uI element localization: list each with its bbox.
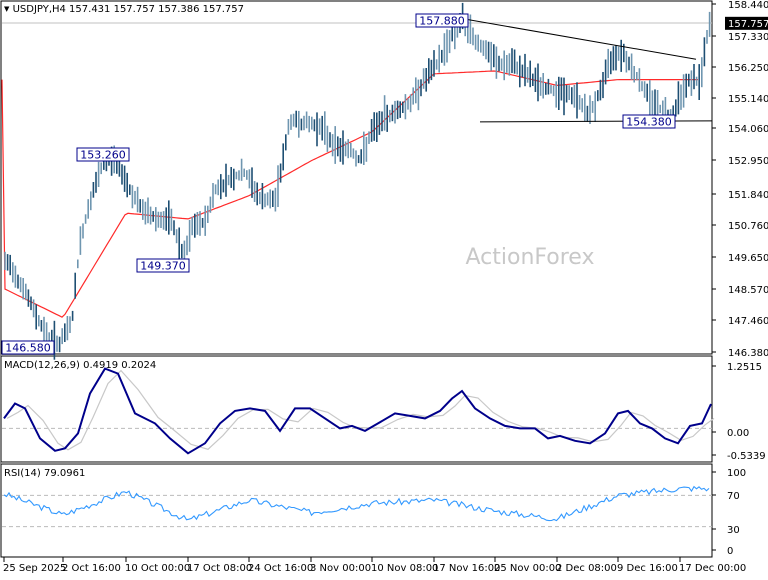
svg-text:17 Dec 00:00: 17 Dec 00:00 [679, 563, 746, 574]
svg-text:70: 70 [727, 491, 740, 502]
rsi-title: RSI(14) 79.0961 [4, 468, 86, 479]
svg-text:150.760: 150.760 [728, 221, 768, 232]
triangle-down-icon[interactable]: ▼ [4, 5, 10, 13]
svg-text:151.840: 151.840 [728, 190, 768, 201]
symbol-header: ▼ USDJPY,H4 157.431 157.757 157.386 157.… [4, 4, 244, 15]
rsi-series [2, 485, 712, 528]
macd-series [2, 367, 715, 455]
moving-average-line [1, 70, 698, 318]
symbol-ohlc-text: USDJPY,H4 157.431 157.757 157.386 157.75… [12, 4, 244, 15]
price-label: 149.370 [136, 258, 190, 273]
svg-text:9 Dec 16:00: 9 Dec 16:00 [617, 563, 678, 574]
rsi-panel[interactable] [0, 463, 713, 558]
svg-text:153.260: 153.260 [80, 149, 126, 162]
price-label: 146.580 [1, 340, 55, 355]
svg-text:-0.5339: -0.5339 [727, 451, 766, 462]
svg-text:147.460: 147.460 [728, 316, 768, 327]
svg-text:157.330: 157.330 [728, 32, 768, 43]
macd-line [3, 367, 712, 455]
svg-text:10 Oct 00:00: 10 Oct 00:00 [125, 563, 190, 574]
svg-text:30: 30 [727, 525, 740, 536]
svg-text:17 Nov 16:00: 17 Nov 16:00 [433, 563, 500, 574]
svg-text:152.950: 152.950 [728, 156, 768, 167]
resistance-trendline [465, 18, 697, 60]
current-price-tag: 157.757 [728, 19, 768, 30]
svg-text:149.370: 149.370 [140, 260, 186, 273]
svg-text:2 Oct 16:00: 2 Oct 16:00 [62, 563, 121, 574]
svg-text:155.140: 155.140 [728, 94, 768, 105]
svg-text:100: 100 [727, 468, 746, 479]
macd-title: MACD(12,26,9) 0.4919 0.2024 [4, 360, 157, 371]
svg-text:17 Oct 08:00: 17 Oct 08:00 [187, 563, 252, 574]
svg-text:156.250: 156.250 [728, 63, 768, 74]
watermark: ActionForex [466, 245, 595, 270]
price-label: 154.380 [622, 114, 676, 129]
svg-text:24 Oct 16:00: 24 Oct 16:00 [248, 563, 313, 574]
svg-text:154.060: 154.060 [728, 124, 768, 135]
svg-text:148.570: 148.570 [728, 285, 768, 296]
svg-text:154.380: 154.380 [626, 116, 672, 129]
svg-text:146.580: 146.580 [5, 342, 51, 355]
svg-text:158.440: 158.440 [728, 0, 768, 11]
svg-text:1.2515: 1.2515 [727, 362, 762, 373]
svg-text:0.00: 0.00 [727, 428, 749, 439]
svg-text:157.880: 157.880 [419, 15, 465, 28]
svg-text:3 Nov 00:00: 3 Nov 00:00 [310, 563, 371, 574]
price-panel[interactable] [0, 0, 713, 355]
rsi-line [3, 485, 710, 522]
svg-text:10 Nov 08:00: 10 Nov 08:00 [371, 563, 438, 574]
macd-signal-line [6, 369, 715, 451]
y-axis: 158.440 157.330 156.250 155.140 154.060 152.9… [712, 0, 768, 557]
swing-labels: 157.880 153.260 149.370 146.580 154.380 [1, 13, 676, 355]
svg-text:2 Dec 08:00: 2 Dec 08:00 [556, 563, 617, 574]
svg-text:25 Sep 2025: 25 Sep 2025 [3, 563, 66, 574]
svg-text:149.650: 149.650 [728, 253, 768, 264]
svg-text:25 Nov 00:00: 25 Nov 00:00 [494, 563, 561, 574]
svg-text:0: 0 [727, 546, 733, 557]
svg-text:146.380: 146.380 [728, 348, 768, 359]
price-label: 157.880 [415, 13, 469, 28]
price-label: 153.260 [76, 147, 130, 162]
macd-panel[interactable] [0, 355, 713, 463]
